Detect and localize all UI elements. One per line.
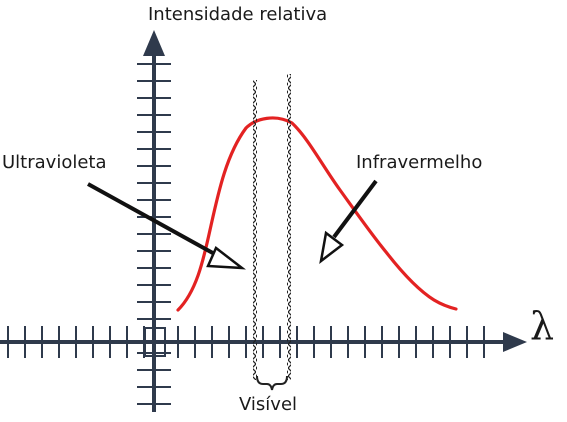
visible-band xyxy=(253,74,291,391)
infrared-arrow xyxy=(319,179,378,264)
y-axis xyxy=(137,30,171,412)
visible-label: Visível xyxy=(239,394,298,415)
y-axis-title: Intensidade relativa xyxy=(148,4,328,25)
infrared-label: Infravermelho xyxy=(356,152,483,173)
x-axis xyxy=(0,326,527,358)
ultraviolet-label: Ultravioleta xyxy=(2,152,107,173)
visible-brace xyxy=(256,375,288,391)
x-axis-title: λ xyxy=(530,304,555,348)
x-axis-ticks xyxy=(7,326,485,358)
ultraviolet-arrow xyxy=(87,182,246,270)
visible-band-right-line xyxy=(287,74,291,380)
intensity-curve xyxy=(176,116,458,312)
y-axis-ticks xyxy=(137,63,171,405)
origin-box xyxy=(144,327,166,357)
visible-band-left-line xyxy=(253,80,257,380)
y-axis-arrowhead xyxy=(143,30,165,56)
x-axis-arrowhead xyxy=(503,332,527,352)
